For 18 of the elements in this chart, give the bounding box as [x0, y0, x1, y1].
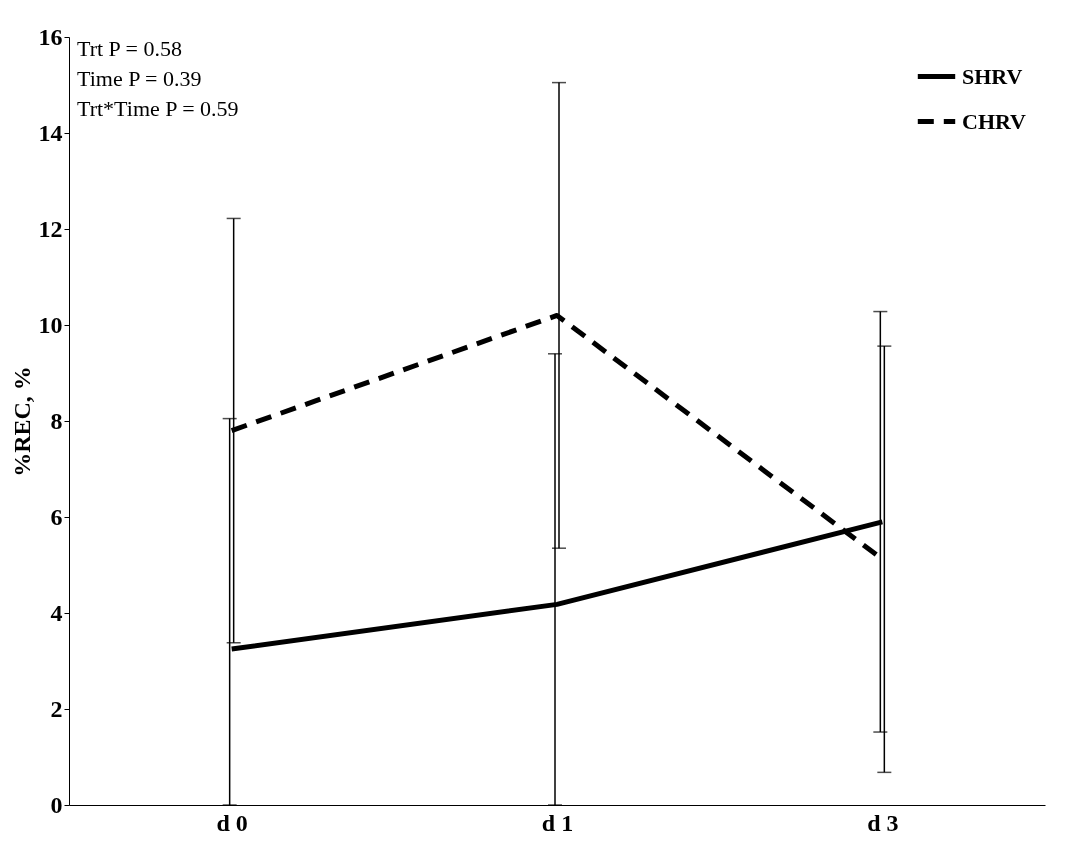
annotation: Trt*Time P = 0.59: [77, 96, 239, 121]
annotation: Trt P = 0.58: [77, 36, 182, 61]
x-tick-label: d 3: [867, 809, 899, 836]
y-tick-label: 10: [38, 311, 63, 338]
x-tick-label: d 0: [216, 809, 248, 836]
annotation: Time P = 0.39: [77, 66, 202, 91]
y-tick-label: 8: [50, 407, 63, 434]
y-axis-title: %REC, %: [8, 366, 35, 477]
legend-label: SHRV: [962, 63, 1023, 89]
x-tick-label: d 1: [541, 809, 574, 836]
y-tick-label: 4: [50, 599, 63, 626]
legend-label: CHRV: [962, 108, 1027, 134]
y-tick-label: 12: [38, 215, 63, 242]
y-tick-label: 0: [50, 791, 63, 818]
y-tick-label: 6: [50, 503, 63, 530]
y-tick-label: 14: [38, 119, 63, 146]
y-tick-label: 2: [50, 695, 63, 722]
y-tick-label: 16: [38, 23, 63, 50]
